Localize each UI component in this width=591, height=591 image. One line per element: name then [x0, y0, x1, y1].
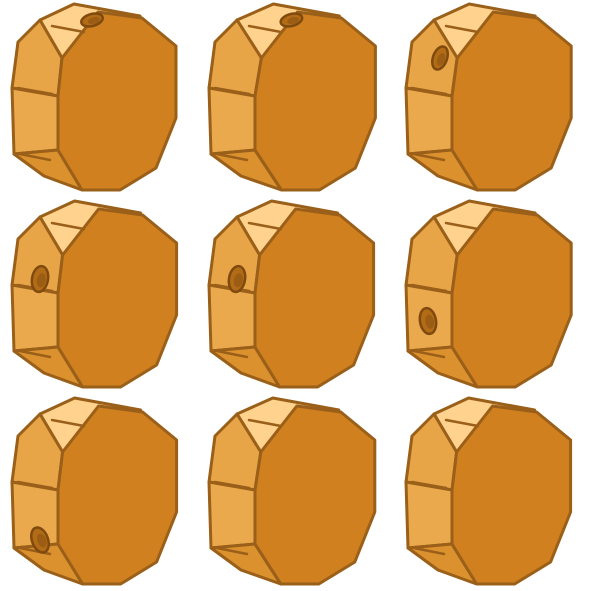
octagon-block-9: [404, 396, 573, 586]
block-hole-inner: [436, 53, 446, 66]
block-hole-inner: [233, 273, 243, 288]
block-hole-inner: [36, 533, 47, 548]
facet-edge-line: [410, 86, 448, 96]
block-hole-inner: [425, 314, 435, 329]
block-lower-side-facet: [207, 283, 257, 353]
facet-edge-line: [247, 418, 283, 428]
facet-edge-line: [16, 86, 54, 96]
octagon-block-4: [10, 199, 179, 389]
facet-edge-line: [410, 480, 448, 490]
block-front-face: [450, 207, 573, 389]
facet-edge-line: [412, 546, 446, 556]
block-front-face: [56, 404, 179, 586]
facet-edge-line: [444, 24, 480, 34]
facet-edge-line: [215, 546, 249, 556]
block-hole: [430, 45, 450, 71]
block-lower-side-facet: [207, 86, 257, 156]
block-hole: [279, 12, 304, 28]
block-front-face: [56, 207, 179, 389]
block-front-face: [253, 207, 376, 389]
block-front-face: [450, 10, 573, 192]
octagon-block-2: [207, 2, 377, 192]
block-lower-side-facet: [10, 86, 60, 156]
block-hole-inner: [36, 273, 46, 288]
block-hole: [418, 306, 438, 336]
octagon-block-3: [404, 2, 573, 192]
block-lower-side-facet: [10, 283, 60, 353]
block-hole-inner: [87, 17, 100, 25]
facet-edge-line: [215, 152, 249, 162]
octagon-block-7: [10, 396, 179, 586]
octagon-block-8: [207, 396, 377, 586]
block-hole: [30, 526, 50, 554]
facet-edge-line: [213, 86, 251, 96]
facet-edge-line: [412, 349, 446, 359]
block-lower-side-facet: [404, 480, 454, 550]
octagon-block-5: [207, 199, 376, 389]
facet-edge-line: [247, 221, 283, 231]
facet-edge-line: [444, 221, 480, 231]
facet-edge-line: [213, 480, 251, 490]
facet-edge-line: [50, 24, 86, 34]
octagon-block-6: [404, 199, 573, 389]
block-front-face: [450, 404, 573, 586]
facet-edge-line: [412, 152, 446, 162]
facet-edge-line: [18, 152, 52, 162]
block-lower-side-facet: [207, 480, 257, 550]
facet-edge-line: [247, 24, 283, 34]
octagon-block-1: [10, 2, 178, 192]
block-hole: [227, 264, 247, 294]
block-lower-side-facet: [404, 86, 454, 156]
block-front-face: [56, 10, 178, 192]
block-hole: [80, 12, 104, 28]
facet-edge-line: [50, 418, 86, 428]
facet-edge-line: [444, 418, 480, 428]
block-hole-inner: [287, 17, 300, 25]
facet-edge-line: [18, 349, 52, 359]
facet-edge-line: [50, 221, 86, 231]
block-front-face: [253, 10, 377, 192]
block-front-face: [253, 404, 377, 586]
facet-edge-line: [215, 349, 249, 359]
block-hole: [30, 264, 50, 294]
facet-edge-line: [16, 480, 54, 490]
facet-edge-line: [410, 283, 448, 293]
